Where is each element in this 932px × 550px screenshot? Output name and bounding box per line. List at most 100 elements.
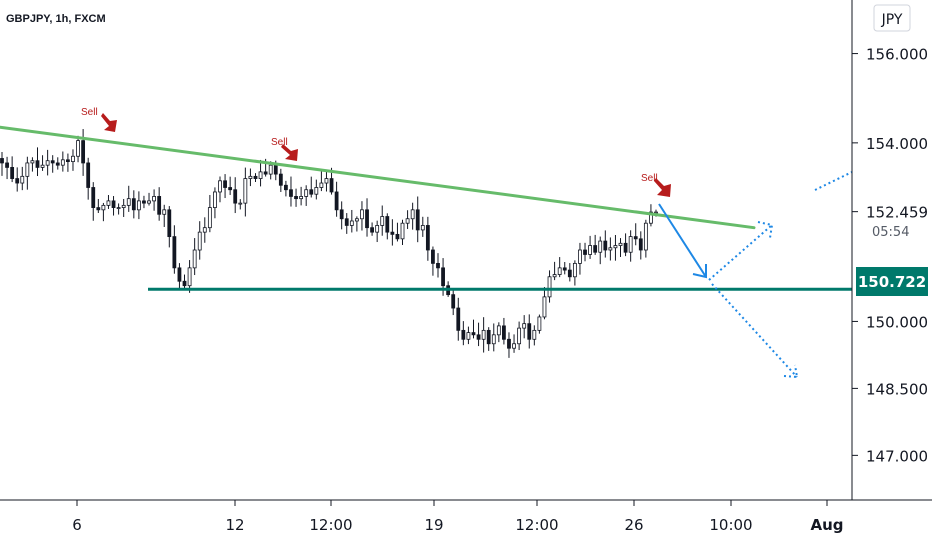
candle-body xyxy=(451,294,456,309)
current-price-badge: 150.722 xyxy=(856,267,928,296)
candle-body xyxy=(557,267,562,275)
current-price-badge-bg xyxy=(856,267,928,296)
candle-body xyxy=(294,196,298,200)
time-tick-label: 10:00 xyxy=(709,516,752,534)
candle-body xyxy=(218,180,222,193)
candle-body xyxy=(354,218,359,222)
candle-body xyxy=(603,240,608,251)
candle-body xyxy=(284,184,288,191)
candle-body xyxy=(111,200,116,208)
candle-body xyxy=(415,209,420,231)
candle-body xyxy=(496,325,501,336)
candle-body xyxy=(182,280,187,287)
candle-body xyxy=(243,178,248,204)
candle-body xyxy=(304,189,309,197)
currency-button-frame xyxy=(873,4,911,32)
candle-body xyxy=(517,327,522,345)
price-tick-label: 154.000 xyxy=(866,135,928,153)
currency-button[interactable]: JPY xyxy=(873,4,911,32)
candle-body xyxy=(339,209,344,220)
candle-body xyxy=(547,276,552,298)
candle-body xyxy=(618,242,623,246)
candle-body xyxy=(167,209,172,238)
currency-button-label: JPY xyxy=(881,12,903,28)
candle-body xyxy=(289,189,293,197)
candle-body xyxy=(187,267,192,287)
candle-body xyxy=(278,173,283,186)
price-tick-label: 148.500 xyxy=(866,380,928,398)
candle-body xyxy=(40,164,45,168)
candle-body xyxy=(491,334,496,345)
candle-body xyxy=(542,296,547,318)
candle-body xyxy=(608,247,613,251)
sell-marker: Sell xyxy=(641,173,671,197)
candle-body xyxy=(638,238,643,251)
candle-body xyxy=(405,218,410,224)
candle-body xyxy=(20,175,25,184)
candle-body xyxy=(522,323,527,329)
candle-body xyxy=(481,329,486,340)
candle-body xyxy=(66,159,70,163)
time-tick-label: 26 xyxy=(624,516,643,534)
candle-body xyxy=(309,189,314,195)
candle-body xyxy=(299,196,304,200)
candle-body xyxy=(527,323,532,340)
candle-body xyxy=(213,191,217,208)
candle-body xyxy=(91,187,96,208)
candle-body xyxy=(623,242,628,253)
candle-body xyxy=(436,262,440,269)
candle-body xyxy=(390,231,395,235)
candle-body xyxy=(375,225,380,233)
candle-body xyxy=(71,155,75,163)
candle-body xyxy=(329,178,334,193)
candle-body xyxy=(152,196,156,202)
candle-body xyxy=(319,182,324,188)
candle-body xyxy=(30,160,35,164)
resistance-trendline[interactable] xyxy=(0,125,756,230)
candle-body xyxy=(238,202,243,205)
candle-body xyxy=(55,162,60,166)
candle-body xyxy=(441,267,445,287)
candle-body xyxy=(593,245,598,253)
candle-body xyxy=(649,211,653,224)
candle-body xyxy=(410,209,415,220)
candle-body xyxy=(314,187,319,195)
candle-body xyxy=(253,175,258,179)
candle-body xyxy=(25,162,30,177)
candle-body xyxy=(147,200,151,204)
candle-body xyxy=(0,158,4,164)
time-tick-label: Aug xyxy=(810,516,843,534)
candle-body xyxy=(572,262,577,278)
candle-body xyxy=(228,187,233,191)
price-axis[interactable]: JPY 156.000 154.000 152.459 150.000 148.500 1… xyxy=(851,0,932,500)
candle-body xyxy=(60,159,65,166)
candle-body xyxy=(192,249,197,269)
forecast-breakdown-dotted xyxy=(711,283,798,378)
current-price-value: 150.722 xyxy=(858,273,926,291)
candle-body xyxy=(567,269,572,278)
candle-body xyxy=(502,325,506,340)
sell-marker: Sell xyxy=(271,137,298,161)
candle-body xyxy=(76,140,80,157)
candle-body xyxy=(486,329,491,345)
price-tick-label: 150.000 xyxy=(866,313,928,331)
candle-body xyxy=(324,178,329,184)
candle-body xyxy=(10,167,15,179)
forecast-upper-dotted xyxy=(814,171,853,191)
time-axis[interactable]: 6 12 12:00 19 12:00 26 10:00 Aug xyxy=(0,499,932,534)
candle-body xyxy=(223,180,227,188)
candle-body xyxy=(121,204,126,208)
sell-arrow-icon xyxy=(101,113,117,132)
candle-body xyxy=(263,171,268,175)
time-tick-label: 12:00 xyxy=(515,516,558,534)
candle-body xyxy=(142,200,146,204)
symbol-label: GBPJPY, 1h, FXCM xyxy=(6,13,106,25)
candle-body xyxy=(258,171,263,179)
candle-body xyxy=(385,216,390,233)
price-axis-background xyxy=(852,0,932,500)
candle-body xyxy=(106,200,111,206)
candle-body xyxy=(197,231,202,251)
sell-arrow-icon xyxy=(654,178,671,197)
candle-body xyxy=(177,267,182,282)
